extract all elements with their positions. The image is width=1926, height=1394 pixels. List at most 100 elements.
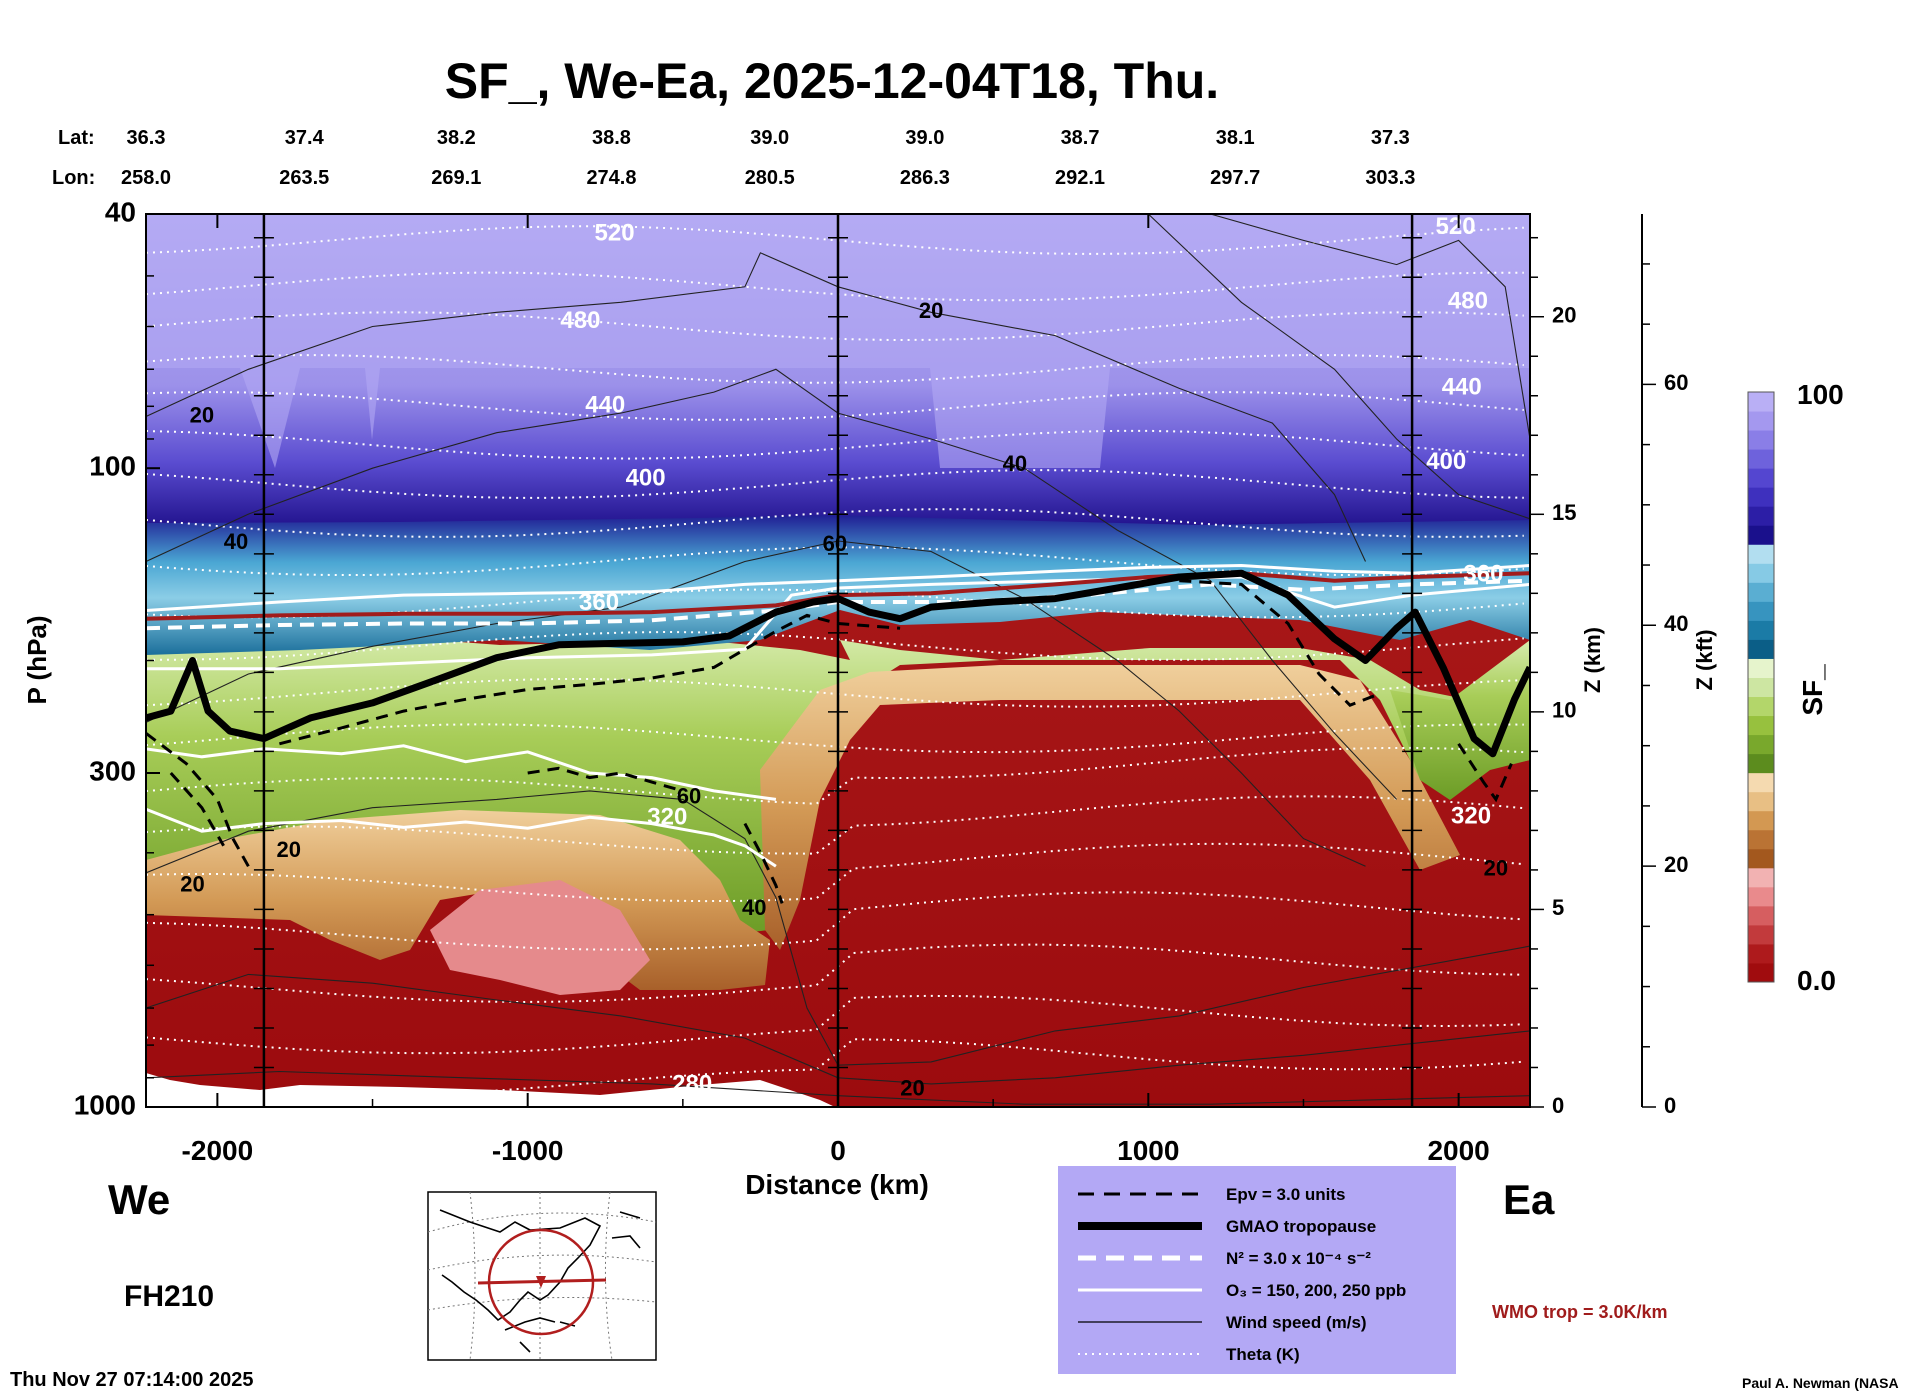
colorbar-segment xyxy=(1748,696,1774,717)
lon-label: Lon: xyxy=(52,167,95,189)
colorbar-segment xyxy=(1748,753,1774,774)
theta-label: 280 xyxy=(672,1071,712,1098)
map-center-marker-icon xyxy=(536,1276,546,1288)
y-axis-title: P (hPa) xyxy=(22,615,52,704)
y-tick-label: 100 xyxy=(89,451,136,482)
ozone-line xyxy=(146,575,1530,671)
lon-value: 286.3 xyxy=(900,167,950,189)
contour-labels: 520 480 440 400 360 320 280 520 480 440 400 360 320 2… xyxy=(180,213,1508,1101)
colorbar-segment xyxy=(1748,449,1774,469)
z-km-tick-label: 5 xyxy=(1552,895,1564,920)
colorbar-segment xyxy=(1748,867,1774,888)
colorbar-segment xyxy=(1748,829,1774,850)
z-kft-tick-label: 20 xyxy=(1664,852,1688,877)
z-km-tick-label: 20 xyxy=(1552,303,1576,328)
colorbar-segment xyxy=(1748,848,1774,869)
gmao-tropopause-line xyxy=(146,569,1530,758)
legend-label: Theta (K) xyxy=(1226,1345,1300,1364)
colorbar-segment xyxy=(1748,563,1774,583)
theta-label: 520 xyxy=(1436,213,1476,240)
colorbar-title: SF_ xyxy=(1797,664,1828,716)
theta-label: 440 xyxy=(1442,374,1482,401)
colorbar-segment xyxy=(1748,886,1774,907)
colorbar-segment xyxy=(1748,392,1774,412)
lat-value: 37.4 xyxy=(285,127,325,149)
lon-value: 297.7 xyxy=(1210,167,1260,189)
epv-line xyxy=(743,822,784,904)
axes: -2000 -1000 0 1000 2000 40 100 300 1000 0 5 10 15 20 0… xyxy=(74,196,1689,1166)
colorbar-segment xyxy=(1748,715,1774,736)
epv-contours xyxy=(146,579,1513,904)
legend-label: Epv = 3.0 units xyxy=(1226,1185,1346,1204)
wind-label: 20 xyxy=(1484,855,1508,880)
tropopause-lines xyxy=(146,569,1530,758)
wind-label: 40 xyxy=(742,895,766,920)
colorbar-segment xyxy=(1748,506,1774,526)
theta-label: 320 xyxy=(647,803,687,830)
colorbar-segment xyxy=(1748,582,1774,602)
theta-label: 400 xyxy=(626,464,666,491)
legend-label: O₃ = 150, 200, 250 ppb xyxy=(1226,1281,1406,1300)
forecast-hour: FH210 xyxy=(124,1280,214,1313)
wind-speed-line xyxy=(146,540,1366,867)
colorbar-segment xyxy=(1748,487,1774,507)
legend: Epv = 3.0 units GMAO tropopause N² = 3.0 x… xyxy=(1058,1166,1456,1374)
lat-value: 38.7 xyxy=(1061,127,1100,149)
inset-map xyxy=(427,1191,657,1361)
plot-area: 520 480 440 400 360 320 280 520 480 440 400 360 320 2… xyxy=(146,213,1530,1107)
right-side-label: Ea xyxy=(1503,1176,1555,1223)
theta-label: 360 xyxy=(579,589,619,616)
colorbar-min-label: 0.0 xyxy=(1797,965,1836,996)
wind-speed-line xyxy=(146,252,1366,562)
colorbar-segment xyxy=(1748,544,1774,564)
z-kft-tick-label: 60 xyxy=(1664,370,1688,395)
colorbar-frame xyxy=(1747,391,1775,983)
epv-line xyxy=(1179,579,1382,707)
colorbar xyxy=(1747,391,1775,983)
x-tick-label: -1000 xyxy=(492,1135,564,1166)
wind-speed-line xyxy=(1210,214,1530,440)
lon-value: 269.1 xyxy=(431,167,481,189)
lat-value: 38.2 xyxy=(437,127,476,149)
colorbar-segment xyxy=(1748,468,1774,488)
theta-label: 480 xyxy=(1448,288,1488,315)
epv-line xyxy=(169,771,225,847)
lat-label: Lat: xyxy=(58,127,95,149)
colorbar-segment xyxy=(1748,525,1774,545)
wind-label: 20 xyxy=(919,298,943,323)
wmo-trop-label: WMO trop = 3.0K/km xyxy=(1492,1302,1668,1322)
wind-label: 20 xyxy=(900,1076,924,1101)
legend-label: N² = 3.0 x 10⁻⁴ s⁻² xyxy=(1226,1249,1371,1268)
theta-label: 360 xyxy=(1463,560,1503,587)
theta-label: 400 xyxy=(1426,448,1466,475)
theta-line xyxy=(146,795,1524,855)
z-kft-tick-label: 40 xyxy=(1664,611,1688,636)
theta-line xyxy=(146,943,1524,1004)
colorbar-segment xyxy=(1748,905,1774,926)
colorbar-segment xyxy=(1748,601,1774,621)
x-tick-label: -2000 xyxy=(182,1135,254,1166)
ozone-line xyxy=(146,744,777,801)
x-tick-label: 1000 xyxy=(1117,1135,1179,1166)
epv-line xyxy=(146,732,250,868)
wind-speed-line xyxy=(1147,214,1530,520)
epv-line xyxy=(1457,742,1513,803)
legend-label: Wind speed (m/s) xyxy=(1226,1313,1367,1332)
wind-label: 20 xyxy=(277,837,301,862)
lat-value: 37.3 xyxy=(1371,127,1410,149)
colorbar-segment xyxy=(1748,810,1774,831)
lon-value: 303.3 xyxy=(1365,167,1415,189)
theta-label: 440 xyxy=(585,392,625,419)
field-pink-left xyxy=(430,880,650,995)
colorbar-segment xyxy=(1748,734,1774,755)
ozone-line xyxy=(146,807,777,868)
y-tick-label: 40 xyxy=(105,196,136,227)
lat-value: 38.1 xyxy=(1216,127,1255,149)
x-tick-label: 0 xyxy=(830,1135,846,1166)
colorbar-segment xyxy=(1748,658,1774,678)
theta-label: 520 xyxy=(595,219,635,246)
z-km-tick-label: 10 xyxy=(1552,698,1576,723)
theta-label: 480 xyxy=(560,307,600,334)
z-kft-axis-title: Z (kft) xyxy=(1692,629,1717,690)
